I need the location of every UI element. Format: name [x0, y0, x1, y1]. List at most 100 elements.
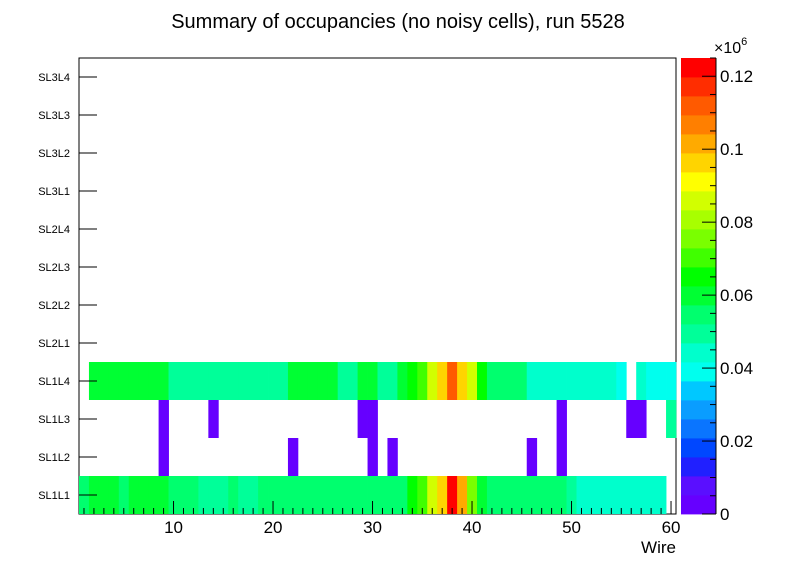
- heatmap-cell: [287, 438, 299, 476]
- palette-swatch: [681, 248, 716, 268]
- heatmap-cell: [656, 476, 667, 514]
- heatmap-cell: [546, 362, 557, 400]
- heatmap-cells: [79, 362, 677, 514]
- heatmap-cell: [606, 476, 617, 514]
- heatmap-cell: [148, 476, 159, 514]
- z-axis: 0 0.02 0.04 0.06 0.08 0.1 0.12: [702, 57, 753, 524]
- y-tick-label: SL2L4: [38, 224, 70, 236]
- heatmap-cell: [646, 476, 657, 514]
- x-axis-label: Wire: [641, 538, 676, 557]
- heatmap-cell: [158, 438, 169, 476]
- heatmap-cell: [606, 362, 617, 400]
- heatmap-cell: [496, 476, 508, 514]
- heatmap-cell: [208, 400, 219, 438]
- heatmap-cell: [188, 476, 199, 514]
- heatmap-cell: [457, 476, 468, 514]
- heatmap-cell: [437, 476, 448, 514]
- heatmap-cell: [138, 476, 150, 514]
- palette-swatch: [681, 495, 716, 515]
- heatmap-cell: [278, 362, 289, 400]
- heatmap-cell: [367, 362, 378, 400]
- palette-swatch: [681, 58, 716, 78]
- heatmap-cell: [108, 362, 120, 400]
- heatmap-cell: [367, 400, 378, 438]
- heatmap-cell: [278, 476, 289, 514]
- heatmap-cell: [417, 476, 428, 514]
- heatmap-cell: [178, 362, 189, 400]
- heatmap-cell: [626, 400, 637, 438]
- heatmap-cell: [347, 362, 358, 400]
- x-tick-label: 60: [662, 518, 681, 537]
- palette-swatch: [681, 229, 716, 249]
- z-tick-label: 0: [720, 505, 729, 524]
- y-tick-label: SL2L2: [38, 300, 70, 312]
- heatmap-cell: [228, 476, 239, 514]
- heatmap-cell: [188, 362, 199, 400]
- heatmap-cell: [556, 476, 567, 514]
- y-tick-label: SL3L2: [38, 148, 70, 160]
- heatmap-cell: [148, 362, 159, 400]
- heatmap-cell: [477, 362, 488, 400]
- heatmap-cell: [536, 362, 548, 400]
- y-tick-label: SL1L1: [38, 490, 70, 502]
- heatmap-cell: [208, 362, 219, 400]
- heatmap-cell: [546, 476, 557, 514]
- heatmap-cell: [327, 476, 339, 514]
- z-tick-label: 0.06: [720, 286, 753, 305]
- heatmap-cell: [287, 476, 299, 514]
- heatmap-cell: [218, 476, 229, 514]
- heatmap-cell: [427, 362, 438, 400]
- heatmap-cell: [258, 476, 269, 514]
- heatmap-cell: [586, 476, 597, 514]
- heatmap-cell: [208, 476, 219, 514]
- heatmap-cell: [477, 476, 488, 514]
- palette-swatch: [681, 191, 716, 211]
- x-axis: 10 20 30 40 50 60: [83, 501, 681, 537]
- heatmap-cell: [387, 438, 398, 476]
- z-tick-label: 0.04: [720, 359, 753, 378]
- heatmap-cell: [526, 362, 538, 400]
- heatmap-cell: [238, 362, 249, 400]
- z-tick-label: 0.12: [720, 67, 753, 86]
- z-tick-label: 0.02: [720, 432, 753, 451]
- heatmap-cell: [526, 438, 538, 476]
- heatmap-cell: [457, 362, 468, 400]
- heatmap-cell: [437, 362, 448, 400]
- heatmap-cell: [158, 400, 169, 438]
- heatmap-cell: [516, 476, 528, 514]
- z-exponent-label: ×106: [714, 36, 747, 57]
- x-tick-label: 20: [264, 518, 283, 537]
- heatmap-cell: [387, 476, 398, 514]
- palette-swatch: [681, 153, 716, 173]
- heatmap-cell: [556, 438, 567, 476]
- heatmap-cell: [636, 400, 647, 438]
- heatmap-cell: [526, 476, 538, 514]
- heatmap-cell: [666, 362, 677, 400]
- heatmap-cell: [327, 362, 339, 400]
- palette-swatch: [681, 172, 716, 192]
- heatmap-cell: [138, 362, 150, 400]
- heatmap-cell: [178, 476, 189, 514]
- heatmap-cell: [616, 362, 627, 400]
- heatmap-cell: [198, 362, 209, 400]
- y-tick-label: SL3L4: [38, 72, 70, 84]
- heatmap-cell: [307, 476, 319, 514]
- heatmap-cell: [427, 476, 438, 514]
- heatmap-cell: [118, 362, 130, 400]
- heatmap-cell: [656, 362, 667, 400]
- heatmap-cell: [576, 476, 587, 514]
- chart-title: Summary of occupancies (no noisy cells),…: [171, 11, 625, 33]
- color-palette-bar: [681, 58, 716, 515]
- heatmap-cell: [98, 476, 110, 514]
- heatmap-cell: [636, 362, 647, 400]
- heatmap-cell: [586, 362, 597, 400]
- heatmap-cell: [317, 476, 329, 514]
- palette-swatch: [681, 286, 716, 306]
- heatmap-cell: [238, 476, 249, 514]
- heatmap-cell: [596, 362, 607, 400]
- heatmap-cell: [347, 476, 358, 514]
- heatmap-cell: [556, 362, 567, 400]
- heatmap-cell: [556, 400, 567, 438]
- palette-swatch: [681, 134, 716, 154]
- heatmap-cell: [357, 476, 368, 514]
